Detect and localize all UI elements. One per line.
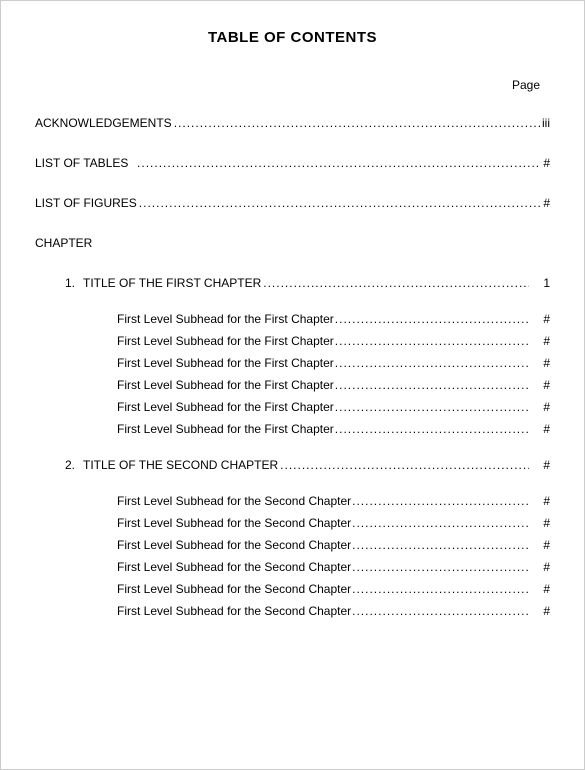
toc-page: # [541,196,550,210]
front-matter-section: ACKNOWLEDGEMENTS........................… [35,116,550,210]
subhead-line: First Level Subhead for the Second Chapt… [117,582,550,596]
toc-label: LIST OF FIGURES [35,196,139,210]
toc-page: iii [540,116,550,130]
subhead-page: # [529,422,550,436]
toc-line: LIST OF TABLES .........................… [35,156,550,170]
chapter-page: 1 [529,276,550,290]
subhead-line: First Level Subhead for the Second Chapt… [117,516,550,530]
subhead-line: First Level Subhead for the Second Chapt… [117,494,550,508]
subhead-label: First Level Subhead for the First Chapte… [117,400,335,414]
document-title: TABLE OF CONTENTS [35,29,550,46]
chapter-title: TITLE OF THE SECOND CHAPTER [83,458,280,472]
subhead-label: First Level Subhead for the First Chapte… [117,378,335,392]
leader-dots: ........................................… [335,422,530,436]
leader-dots: ........................................… [352,538,529,552]
leader-dots: ........................................… [335,312,530,326]
subhead-label: First Level Subhead for the First Chapte… [117,356,335,370]
subhead-label: First Level Subhead for the First Chapte… [117,422,335,436]
chapters-section: 1.TITLE OF THE FIRST CHAPTER............… [35,276,550,618]
subhead-page: # [529,312,550,326]
subhead-line: First Level Subhead for the First Chapte… [117,356,550,370]
subhead-label: First Level Subhead for the Second Chapt… [117,604,352,618]
subhead-line: First Level Subhead for the Second Chapt… [117,604,550,618]
subhead-label: First Level Subhead for the First Chapte… [117,334,335,348]
leader-dots: ........................................… [352,516,529,530]
subhead-label: First Level Subhead for the Second Chapt… [117,582,352,596]
subhead-page: # [529,560,550,574]
subhead-line: First Level Subhead for the First Chapte… [117,312,550,326]
chapter-heading: CHAPTER [35,236,550,250]
chapter-line: 2.TITLE OF THE SECOND CHAPTER...........… [65,458,550,472]
subhead-line: First Level Subhead for the Second Chapt… [117,538,550,552]
subhead-page: # [529,604,550,618]
subhead-line: First Level Subhead for the First Chapte… [117,378,550,392]
subhead-page: # [529,582,550,596]
chapter-title: TITLE OF THE FIRST CHAPTER [83,276,263,290]
subhead-page: # [529,334,550,348]
chapter-number: 1. [65,276,83,290]
leader-dots: ........................................… [335,378,530,392]
page-column-label: Page [35,78,550,92]
chapter-number: 2. [65,458,83,472]
subhead-page: # [529,378,550,392]
leader-dots: ........................................… [352,582,529,596]
leader-dots: ........................................… [137,156,541,170]
subhead-page: # [529,538,550,552]
toc-label: LIST OF TABLES [35,156,137,170]
subhead-group: First Level Subhead for the First Chapte… [35,312,550,436]
subhead-line: First Level Subhead for the First Chapte… [117,400,550,414]
subhead-label: First Level Subhead for the Second Chapt… [117,538,352,552]
subhead-page: # [529,356,550,370]
chapter-block: 1.TITLE OF THE FIRST CHAPTER............… [35,276,550,436]
toc-line: ACKNOWLEDGEMENTS........................… [35,116,550,130]
toc-line: LIST OF FIGURES.........................… [35,196,550,210]
subhead-page: # [529,400,550,414]
leader-dots: ........................................… [352,604,529,618]
chapter-page: # [529,458,550,472]
subhead-group: First Level Subhead for the Second Chapt… [35,494,550,618]
subhead-line: First Level Subhead for the Second Chapt… [117,560,550,574]
subhead-line: First Level Subhead for the First Chapte… [117,334,550,348]
leader-dots: ........................................… [335,334,530,348]
subhead-page: # [529,494,550,508]
leader-dots: ........................................… [174,116,540,130]
leader-dots: ........................................… [352,560,529,574]
subhead-label: First Level Subhead for the First Chapte… [117,312,335,326]
leader-dots: ........................................… [335,400,530,414]
chapter-line: 1.TITLE OF THE FIRST CHAPTER............… [65,276,550,290]
toc-page: # [541,156,550,170]
leader-dots: ........................................… [139,196,542,210]
leader-dots: ........................................… [335,356,530,370]
subhead-label: First Level Subhead for the Second Chapt… [117,560,352,574]
subhead-label: First Level Subhead for the Second Chapt… [117,516,352,530]
leader-dots: ........................................… [352,494,529,508]
subhead-line: First Level Subhead for the First Chapte… [117,422,550,436]
leader-dots: ........................................… [263,276,529,290]
subhead-page: # [529,516,550,530]
leader-dots: ........................................… [280,458,529,472]
toc-label: ACKNOWLEDGEMENTS [35,116,174,130]
chapter-block: 2.TITLE OF THE SECOND CHAPTER...........… [35,458,550,618]
subhead-label: First Level Subhead for the Second Chapt… [117,494,352,508]
